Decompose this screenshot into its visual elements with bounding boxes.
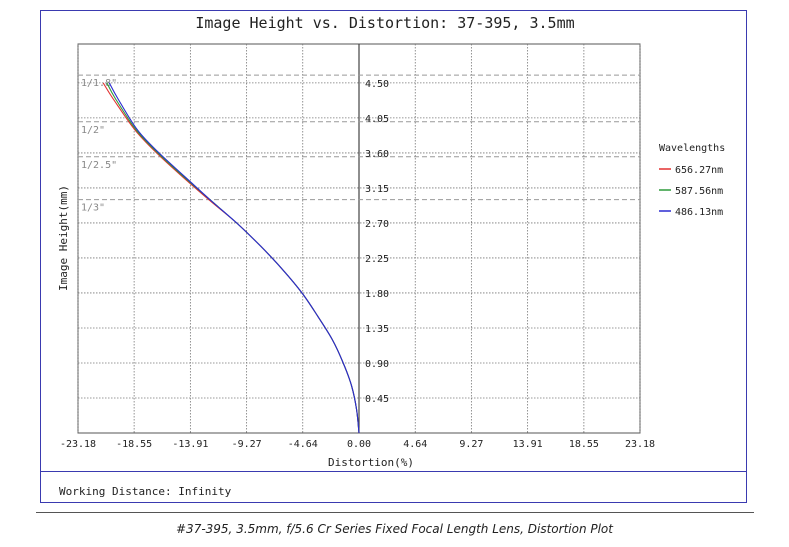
y-axis-label: Image Height(mm): [57, 185, 70, 291]
x-tick-label-0: -23.18: [60, 439, 96, 450]
footer-divider: [40, 471, 747, 472]
x-tick-label-2: -13.91: [172, 439, 208, 450]
sensor-format-lines: 1/1.8" 1/2" 1/2.5" 1/3": [78, 74, 640, 214]
x-tick-label-4: -4.64: [288, 439, 318, 450]
caption-rule: [36, 512, 754, 513]
series-lines: [102, 82, 360, 434]
y-tick-label-2: 1.35: [365, 324, 389, 335]
y-tick-labels: 0.45 0.90 1.35 1.80 2.25 2.70 3.15 3.60 4.05 4.50: [365, 79, 389, 405]
y-tick-label-5: 2.70: [365, 219, 389, 230]
series-line-486.13nm: [108, 82, 360, 434]
x-tick-labels: -23.18 -18.55 -13.91 -9.27 -4.64 0.00 4.64 9.27…: [60, 439, 655, 450]
legend-label-0: 656.27nm: [675, 165, 723, 176]
x-tick-label-9: 18.55: [569, 439, 599, 450]
x-tick-label-6: 4.64: [403, 439, 427, 450]
chart-frame: [40, 10, 747, 503]
x-tick-label-8: 13.91: [513, 439, 543, 450]
y-tick-label-3: 1.80: [365, 289, 389, 300]
y-tick-label-4: 2.25: [365, 254, 389, 265]
legend-label-1: 587.56nm: [675, 186, 723, 197]
y-tick-label-9: 4.50: [365, 79, 389, 90]
y-tick-label-1: 0.90: [365, 359, 389, 370]
sensor-label-2: 1/2.5": [81, 160, 117, 171]
x-axis-label: Distortion(%): [328, 456, 414, 469]
x-tick-label-5: 0.00: [347, 439, 371, 450]
sensor-label-0: 1/1.8": [81, 78, 117, 89]
y-tick-label-8: 4.05: [365, 114, 389, 125]
sensor-label-3: 1/3": [81, 203, 105, 214]
legend-title: Wavelengths: [659, 143, 725, 154]
sensor-label-1: 1/2": [81, 125, 105, 136]
plot-grid: [77, 43, 641, 434]
x-tick-label-10: 23.18: [625, 439, 655, 450]
y-tick-label-6: 3.15: [365, 184, 389, 195]
x-tick-label-3: -9.27: [232, 439, 262, 450]
x-tick-label-7: 9.27: [459, 439, 483, 450]
legend-label-2: 486.13nm: [675, 207, 723, 218]
y-tick-label-0: 0.45: [365, 394, 389, 405]
legend: Wavelengths 656.27nm 587.56nm 486.13nm: [659, 143, 725, 218]
figure-caption: #37-395, 3.5mm, f/5.6 Cr Series Fixed Fo…: [176, 522, 613, 536]
x-tick-label-1: -18.55: [116, 439, 152, 450]
working-distance-text: Working Distance: Infinity: [59, 485, 232, 498]
chart-title: Image Height vs. Distortion: 37-395, 3.5…: [195, 14, 574, 32]
y-tick-label-7: 3.60: [365, 149, 389, 160]
